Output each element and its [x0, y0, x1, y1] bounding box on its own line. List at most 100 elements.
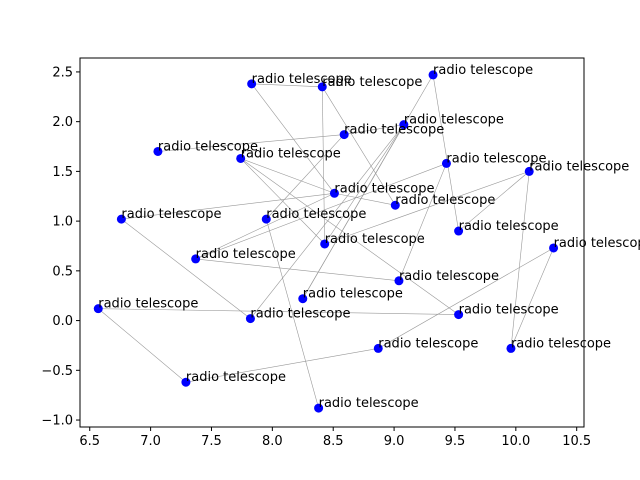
data-point [441, 158, 451, 168]
points-layer [93, 70, 559, 413]
data-point [524, 166, 534, 176]
point-label: radio telescope [186, 370, 286, 385]
data-point [298, 294, 308, 304]
edge-line [324, 171, 530, 245]
data-point [339, 130, 349, 140]
x-tick-label: 9.0 [384, 434, 405, 449]
edge-line [344, 124, 404, 135]
point-label: radio telescope [399, 269, 499, 284]
edge-line [195, 258, 399, 282]
y-tick-label: 2.5 [52, 65, 73, 80]
edge-line [251, 83, 323, 88]
edge-line [240, 158, 335, 194]
data-point [394, 276, 404, 286]
point-label: radio telescope [98, 297, 198, 312]
x-tick-label: 7.0 [140, 434, 161, 449]
point-label: radio telescope [322, 75, 422, 90]
point-label: radio telescope [158, 139, 258, 154]
edge-line [510, 171, 530, 349]
edge-line [321, 86, 325, 244]
edge-line [322, 86, 396, 206]
y-tick-label: 2.0 [52, 115, 73, 130]
data-point [247, 79, 257, 89]
edge-line [334, 192, 396, 206]
edge-line [157, 134, 345, 152]
point-label: radio telescope [334, 181, 434, 196]
x-axis: 6.5 7.0 7.5 8.0 8.5 9.0 9.5 10.0 10.5 [79, 427, 591, 449]
edge-line [510, 247, 554, 349]
edges-layer [98, 74, 554, 409]
data-point [236, 153, 246, 163]
edge-line [195, 192, 335, 260]
point-label: radio telescope [529, 159, 629, 174]
edge-line [240, 158, 325, 245]
point-label: radio telescope [446, 151, 546, 166]
point-label: radio telescope [511, 336, 611, 351]
data-point [93, 304, 103, 314]
data-point [506, 343, 516, 353]
point-label: radio telescope [121, 207, 221, 222]
point-label: radio telescope [404, 113, 504, 128]
data-point [549, 243, 559, 253]
point-label: radio telescope [459, 219, 559, 234]
data-point [245, 314, 255, 324]
data-point [454, 226, 464, 236]
y-tick-label: 0.0 [52, 314, 73, 329]
data-point [153, 146, 163, 156]
data-point [454, 310, 464, 320]
point-label: radio telescope [554, 236, 640, 251]
edge-line [240, 158, 459, 315]
y-tick-label: −0.5 [41, 364, 73, 379]
point-label: radio telescope [433, 63, 533, 78]
plot-area-frame [79, 57, 585, 428]
x-tick-label: 10.5 [562, 434, 591, 449]
point-label: radio telescope [319, 396, 419, 411]
edge-line [398, 163, 447, 281]
edge-line [324, 124, 405, 245]
point-label: radio telescope [266, 207, 366, 222]
point-label: radio telescope [250, 307, 350, 322]
edge-line [302, 124, 405, 299]
data-point [261, 214, 271, 224]
data-point [428, 70, 438, 80]
point-label: radio telescope [459, 303, 559, 318]
edge-line [251, 83, 335, 194]
edge-line [185, 348, 379, 383]
edge-line [98, 308, 459, 315]
data-point [320, 239, 330, 249]
x-tick-label: 9.5 [445, 434, 466, 449]
x-tick-label: 7.5 [201, 434, 222, 449]
point-label: radio telescope [241, 146, 341, 161]
data-point [390, 200, 400, 210]
point-label: radio telescope [395, 193, 495, 208]
edge-line [266, 134, 345, 220]
point-label: radio telescope [378, 336, 478, 351]
point-label: radio telescope [303, 287, 403, 302]
x-tick-label: 10.0 [501, 434, 530, 449]
x-tick-label: 6.5 [79, 434, 100, 449]
y-tick-label: 1.0 [52, 215, 73, 230]
edge-line [195, 163, 447, 260]
point-label: radio telescope [325, 232, 425, 247]
data-point [399, 120, 409, 130]
data-point [191, 254, 201, 264]
point-label: radio telescope [344, 123, 444, 138]
data-point [116, 214, 126, 224]
edge-line [432, 74, 459, 232]
edge-line [378, 247, 554, 349]
point-label: radio telescope [252, 72, 352, 87]
edge-line [458, 171, 530, 232]
data-point [317, 82, 327, 92]
data-point [373, 343, 383, 353]
y-tick-label: 0.5 [52, 264, 73, 279]
edge-line [121, 218, 251, 319]
edge-line [265, 219, 319, 409]
data-point [181, 377, 191, 387]
x-tick-label: 8.0 [262, 434, 283, 449]
point-label: radio telescope [196, 247, 296, 262]
y-axis: −1.0 −0.5 0.0 0.5 1.0 1.5 2.0 2.5 [41, 65, 80, 429]
edge-line [250, 124, 405, 319]
y-tick-label: 1.5 [52, 165, 73, 180]
